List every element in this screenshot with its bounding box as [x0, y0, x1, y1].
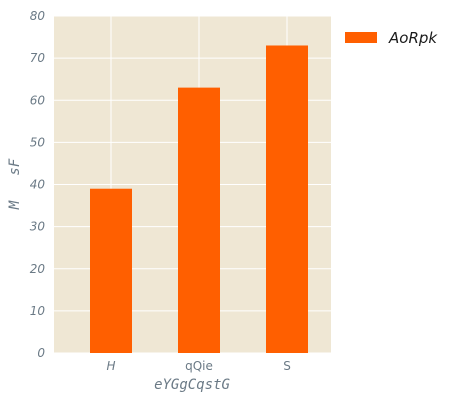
legend-swatch	[345, 32, 377, 43]
y-tick-label: 50	[30, 135, 46, 149]
y-tick-label: 80	[30, 9, 46, 23]
x-tick-label: H	[106, 359, 115, 373]
y-axis-ticks: 0 10 20 30 40 50 60 70 80	[30, 9, 46, 360]
bars	[90, 45, 308, 354]
bar-H	[90, 188, 132, 353]
y-tick-label: 40	[30, 178, 46, 192]
bar-qQie	[178, 87, 220, 354]
legend: AoRpk	[345, 29, 438, 47]
y-tick-label: 0	[37, 346, 45, 360]
y-tick-label: 60	[30, 93, 46, 107]
bar-S	[266, 45, 308, 354]
x-tick-label: qQie	[185, 359, 213, 373]
x-tick-label: S	[283, 359, 291, 373]
x-axis-label: eYGgCqstG	[154, 377, 230, 393]
y-tick-label: 10	[30, 304, 46, 318]
y-axis-label: M sF	[7, 158, 23, 210]
y-tick-label: 70	[30, 51, 46, 65]
legend-label: AoRpk	[388, 29, 438, 47]
y-tick-label: 30	[30, 220, 46, 234]
y-tick-label: 20	[30, 262, 46, 276]
